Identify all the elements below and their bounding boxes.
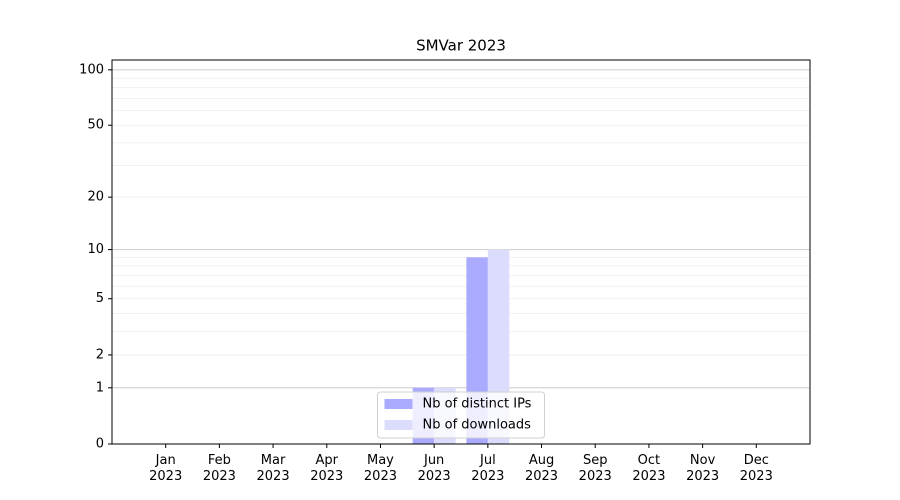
y-tick-label: 50 (87, 118, 104, 133)
legend-label: Nb of downloads (423, 418, 532, 433)
x-tick-label: Mar 2023 (256, 453, 290, 484)
plot-frame (111, 59, 811, 445)
x-tick-label: Feb 2023 (202, 453, 236, 484)
x-tick-label: Jul 2023 (471, 453, 505, 484)
x-tick-label: Oct 2023 (632, 453, 666, 484)
y-tick-label: 100 (79, 62, 104, 77)
y-tick-label: 1 (96, 380, 104, 395)
x-tick-label: Dec 2023 (739, 453, 773, 484)
x-tick-label: Aug 2023 (524, 453, 559, 484)
x-tick-label: Nov 2023 (686, 453, 720, 484)
legend-swatch (384, 420, 413, 430)
x-tick-label: May 2023 (363, 453, 397, 484)
legend-swatch (384, 399, 413, 409)
chart-title: SMVar 2023 (416, 37, 506, 55)
legend-label: Nb of distinct IPs (423, 397, 532, 412)
x-tick-label: Jan 2023 (149, 453, 183, 484)
legend-box (377, 391, 545, 439)
y-tick-label: 0 (96, 437, 104, 452)
x-tick-label: Apr 2023 (310, 453, 344, 484)
x-tick-label: Jun 2023 (417, 453, 451, 484)
legend: Nb of distinct IPs Nb of downloads (377, 391, 545, 439)
y-tick-label: 10 (87, 242, 104, 257)
y-tick-label: 5 (96, 291, 104, 306)
y-tick-label: 20 (87, 190, 104, 205)
x-tick-label: Sep 2023 (578, 453, 612, 484)
y-tick-label: 2 (96, 347, 104, 362)
